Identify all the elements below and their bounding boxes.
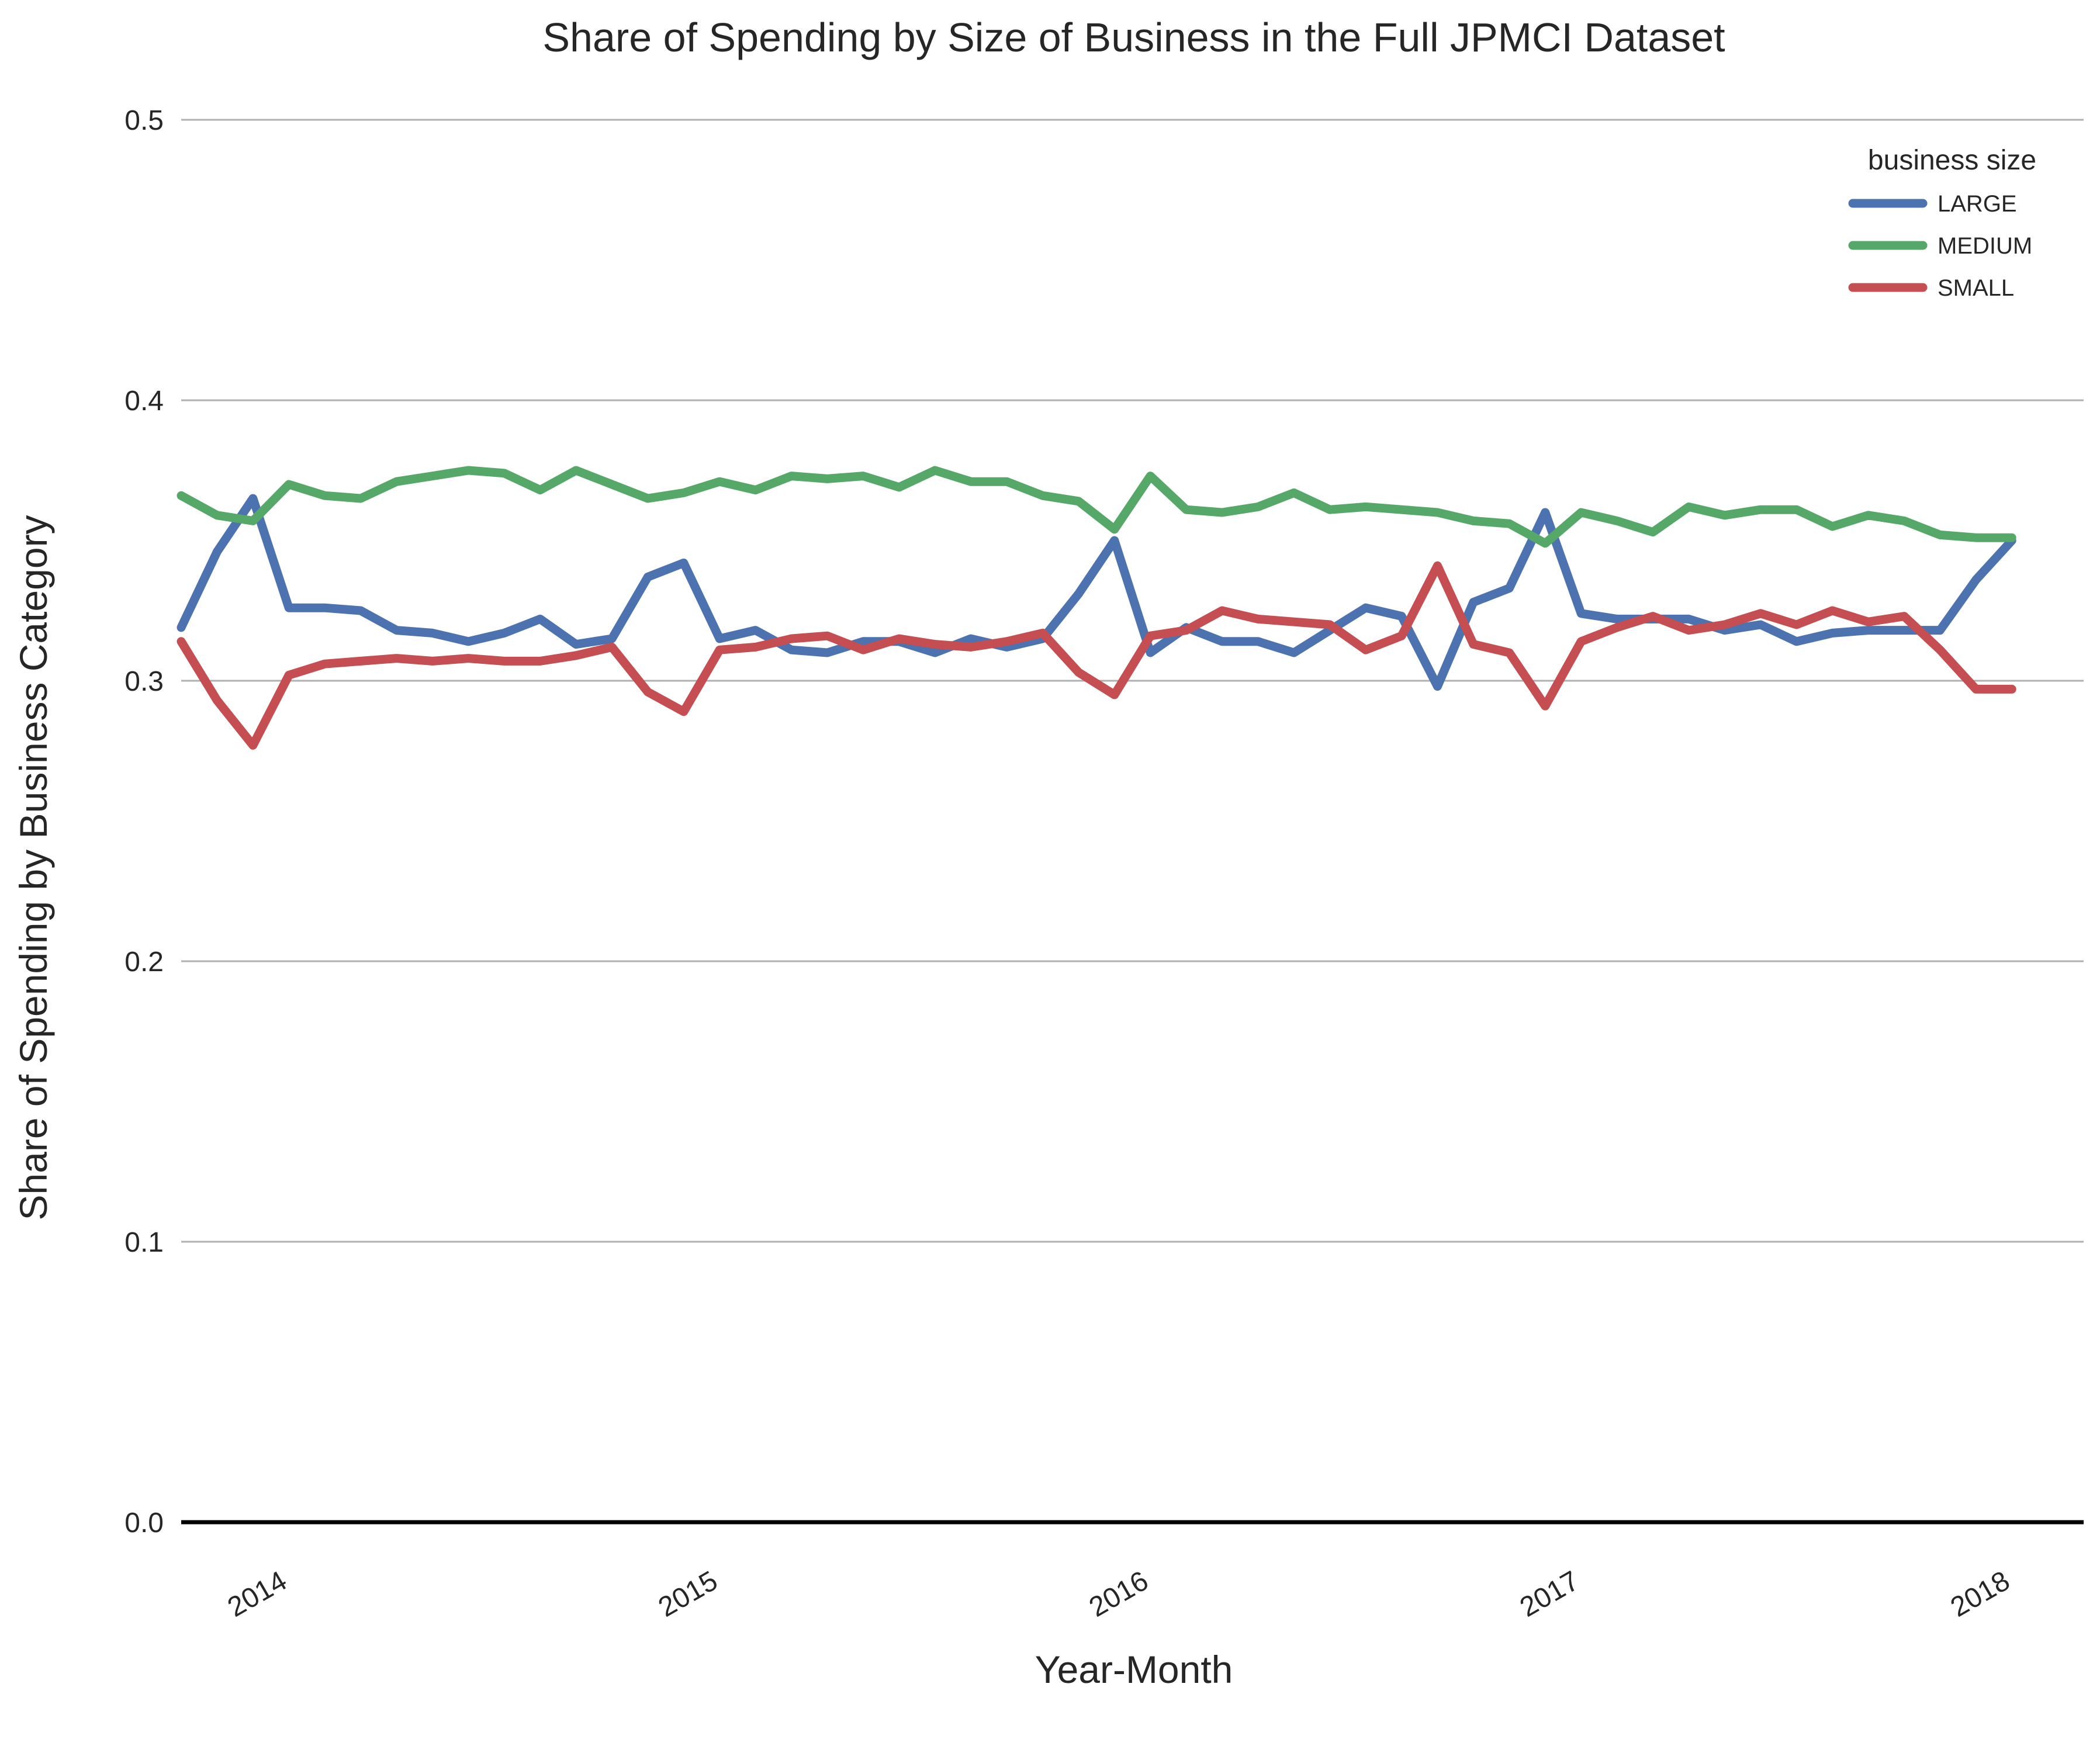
y-tick-label: 0.3 [124,666,164,697]
y-tick-label: 0.0 [124,1508,164,1539]
y-axis-ticks: 0.0 0.1 0.2 0.3 0.4 0.5 [124,105,164,1539]
y-tick-label: 0.5 [124,105,164,136]
series-line-small [177,561,2016,750]
y-tick-label: 0.1 [124,1227,164,1258]
y-axis-label: Share of Spending by Business Category [12,515,55,1220]
legend-items: LARGE MEDIUM SMALL [1848,191,2032,301]
series-line-medium [177,466,2016,548]
y-tick-label: 0.2 [124,947,164,978]
legend: business size LARGE MEDIUM SMALL [1848,145,2036,301]
legend-label-medium: MEDIUM [1938,233,2032,259]
x-tick-label: 2015 [653,1565,723,1623]
x-axis-label: Year-Month [1035,1648,1233,1691]
x-tick-label: 2016 [1084,1565,1154,1623]
legend-label-small: SMALL [1938,275,2014,301]
x-tick-label: 2018 [1946,1565,2015,1623]
x-tick-label: 2014 [223,1565,292,1623]
y-tick-label: 0.4 [124,386,164,417]
x-axis-ticks: 2014 2015 2016 2017 2018 [223,1565,2015,1623]
series-lines [177,466,2016,750]
legend-label-large: LARGE [1938,191,2017,217]
legend-title: business size [1868,145,2036,176]
chart-title: Share of Spending by Size of Business in… [542,15,1725,60]
x-tick-label: 2017 [1515,1565,1584,1623]
gridlines [181,119,2084,1243]
